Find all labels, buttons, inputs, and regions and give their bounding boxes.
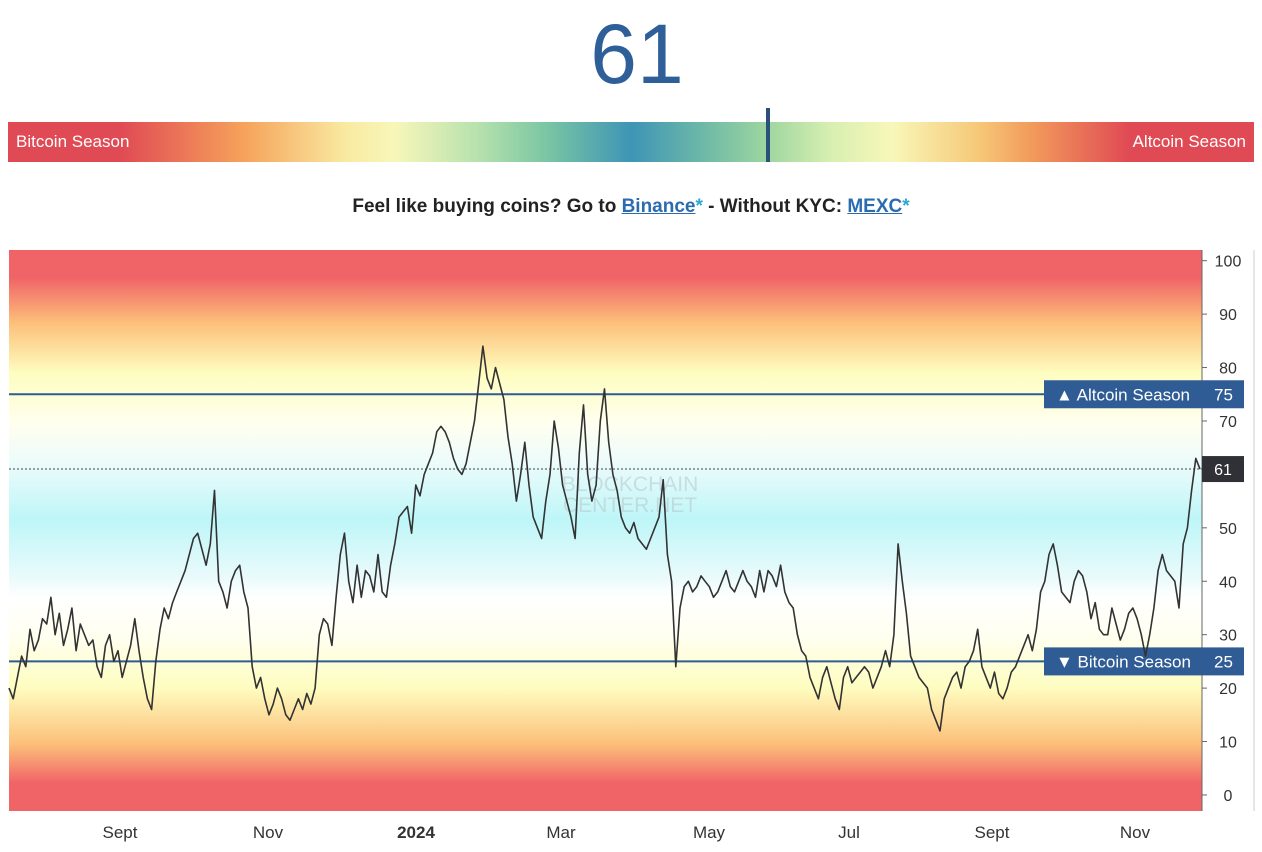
y-tick-label: 70 [1219, 414, 1237, 431]
promo-line: Feel like buying coins? Go to Binance* -… [0, 196, 1262, 218]
threshold-badge-value: 75 [1214, 385, 1233, 404]
promo-prefix: Feel like buying coins? Go to [352, 196, 622, 217]
current-index-value: 61 [590, 7, 684, 101]
x-tick-label: Sept [975, 823, 1010, 842]
current-badge-box [1202, 456, 1244, 483]
y-tick-label: 20 [1219, 681, 1237, 698]
x-tick-label: Nov [253, 823, 284, 842]
x-tick-label: Mar [546, 823, 576, 842]
threshold-badge-label: ▲ Altcoin Season [1056, 385, 1190, 404]
altcoin-season-label: Altcoin Season [1132, 132, 1246, 151]
mexc-link[interactable]: MEXC [847, 196, 903, 217]
y-tick-label: 40 [1219, 574, 1237, 591]
current-badge-text: 61 [1214, 462, 1232, 479]
watermark-line-2: CENTER.NET [563, 494, 697, 517]
x-tick-label: May [693, 823, 726, 842]
x-axis-labels: Sept Nov 2024 Mar May Jul Sept Nov [103, 823, 1151, 842]
y-axis-panel [1202, 250, 1254, 811]
binance-link[interactable]: Binance [621, 196, 696, 217]
threshold-badge-value: 25 [1214, 652, 1233, 671]
current-value-badge: 61 [1202, 456, 1244, 483]
threshold-badge [1044, 380, 1244, 409]
binance-star: * [695, 196, 703, 217]
y-tick-label: 30 [1219, 628, 1237, 645]
plot-background [9, 250, 1202, 811]
series-line [8, 345, 1201, 732]
watermark-line-1: BLOCKCHAIN [562, 473, 699, 496]
x-tick-label: Nov [1120, 823, 1151, 842]
y-tick-label: 100 [1215, 254, 1242, 271]
threshold-badge-label: ▼ Bitcoin Season [1056, 652, 1191, 671]
gauge-marker [766, 108, 771, 162]
y-tick-label: 10 [1219, 735, 1237, 752]
promo-middle: - Without KYC: [702, 196, 848, 217]
x-tick-label: 2024 [397, 823, 435, 842]
y-tick-label: 90 [1219, 307, 1237, 324]
season-gradient-bar: Bitcoin Season Altcoin Season [8, 108, 1254, 162]
watermark: BLOCKCHAIN CENTER.NET [562, 473, 699, 517]
y-tick-label: 50 [1219, 521, 1237, 538]
x-tick-label: Jul [838, 823, 860, 842]
y-tick-label: 80 [1219, 361, 1237, 378]
altcoin-index-chart: BLOCKCHAIN CENTER.NET 010203040506070809… [8, 250, 1255, 842]
mexc-star: * [902, 196, 910, 217]
x-tick-label: Sept [103, 823, 138, 842]
y-tick-label: 0 [1224, 788, 1233, 805]
bitcoin-season-label: Bitcoin Season [16, 132, 130, 151]
